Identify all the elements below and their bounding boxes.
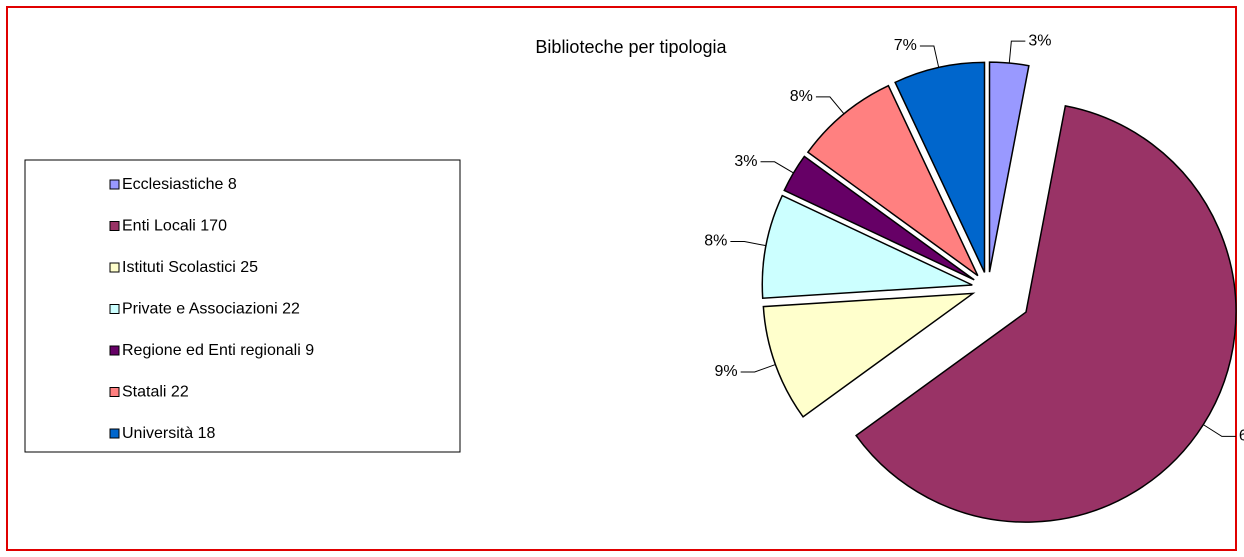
chart-title: Biblioteche per tipologia: [535, 37, 727, 57]
legend-swatch: [109, 304, 120, 314]
data-label: 62%: [1239, 428, 1244, 445]
legend-label: Statali 22: [122, 384, 189, 401]
legend-label: Università 18: [122, 425, 215, 442]
legend-swatch: [109, 428, 120, 439]
leader-line: [740, 364, 776, 373]
data-label: 8%: [704, 233, 727, 250]
leader-line: [1008, 40, 1026, 64]
leader-line: [1203, 424, 1236, 437]
leader-line: [760, 161, 794, 174]
data-label: 3%: [734, 153, 757, 170]
legend-swatch: [109, 345, 120, 356]
data-label: 7%: [894, 37, 917, 54]
legend-label: Ecclesiastiche 8: [122, 176, 237, 193]
legend-swatch: [109, 387, 120, 397]
data-label: 8%: [790, 88, 813, 105]
legend-label: Istituti Scolastici 25: [122, 259, 258, 276]
leader-line: [730, 241, 767, 247]
legend-label: Enti Locali 170: [122, 218, 227, 235]
legend-label: Regione ed Enti regionali 9: [122, 342, 314, 359]
data-label: 3%: [1028, 32, 1051, 49]
data-label: 9%: [715, 363, 738, 380]
leader-line: [815, 96, 845, 115]
legend-label: Private e Associazioni 22: [122, 301, 300, 318]
pie-slice: [806, 84, 979, 277]
legend-swatch: [109, 221, 120, 231]
legend-swatch: [109, 179, 120, 190]
pie-slice: [761, 194, 973, 299]
legend-swatch: [109, 262, 120, 273]
legend-box: [24, 159, 461, 453]
leader-line: [919, 45, 940, 68]
